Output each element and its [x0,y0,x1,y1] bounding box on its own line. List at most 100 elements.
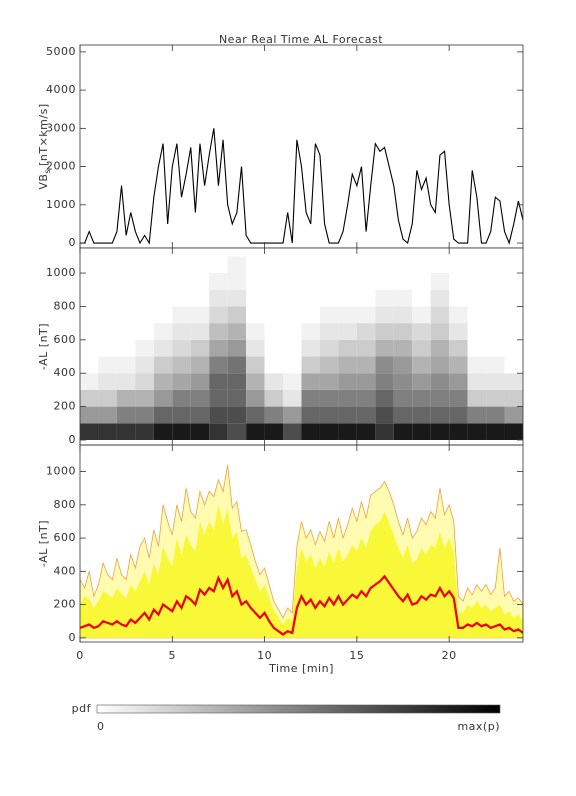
heat-cell [264,373,284,390]
y-tick-label: 800 [54,498,77,511]
y-tick-label: 200 [54,400,77,413]
colorbar-tick-label: 0 [97,720,105,733]
heat-cell [209,273,228,290]
heat-cell [246,423,265,440]
y-tick-label: 1000 [46,266,76,279]
heat-cell [375,323,394,340]
heat-cell [209,339,228,357]
heat-cell [227,356,247,374]
y-tick-label: 600 [54,333,77,346]
heat-cell [264,406,284,424]
heat-cell [80,373,99,390]
heat-cell [375,339,394,357]
heat-cell [227,406,247,424]
heat-cell [356,273,376,290]
heat-cell [412,273,431,290]
heat-cell [430,423,450,440]
heat-cell [301,356,320,374]
heat-cell [449,406,468,424]
heat-cell [135,356,154,374]
y-label-unit: [nT×km/s] [37,103,50,166]
heat-cell [486,306,505,324]
heat-cell [172,406,191,424]
heat-cell [430,356,450,374]
heat-cell [153,406,173,424]
x-tick-label: 20 [442,649,457,662]
heat-cell [338,339,357,357]
heat-cell [190,323,210,340]
heat-cell [467,356,487,374]
heat-cell [338,256,357,274]
heat-cell [135,273,154,290]
heat-cell [356,389,376,407]
heat-cell [227,289,247,307]
heat-cell [190,306,210,324]
heat-cell [301,323,320,340]
heat-cell [80,273,99,290]
chart-title: Near Real Time AL Forecast [219,33,383,46]
heat-cell [209,423,228,440]
median-line [80,574,523,636]
heat-cell [430,289,450,307]
heat-cell [375,306,394,324]
heat-cell [375,256,394,274]
heat-cell [172,423,191,440]
heat-cell [80,339,99,357]
heat-cell [246,373,265,390]
heat-cell [172,339,191,357]
x-axis-label: Time [min] [268,662,334,675]
heat-cell [135,323,154,340]
heat-cell [504,423,523,440]
heat-cell [504,373,523,390]
heat-cell [449,339,468,357]
x-tick-label: 0 [76,649,84,662]
heat-cell [338,389,357,407]
heat-cell [172,356,191,374]
heat-cell [338,423,357,440]
heat-cell [504,306,523,324]
heat-cell [393,306,413,324]
heat-cell [504,273,523,290]
heat-cell [172,248,191,257]
heat-cell [430,323,450,340]
heat-cell [135,289,154,307]
heat-cell [135,339,154,357]
heat-cell [449,256,468,274]
y-tick-label: 600 [54,531,77,544]
heat-cell [209,356,228,374]
heat-cell [393,248,413,257]
heat-cell [246,406,265,424]
heat-cell [227,256,247,274]
heat-cell [227,273,247,290]
heat-cell [504,323,523,340]
heat-cell [467,273,487,290]
heat-cell [504,339,523,357]
heat-cell [356,406,376,424]
heat-cell [153,323,173,340]
plot-area [80,248,523,440]
heat-cell [98,339,117,357]
heat-cell [356,306,376,324]
heat-cell [246,306,265,324]
heat-cell [467,323,487,340]
heat-cell [338,356,357,374]
heat-cell [338,273,357,290]
heat-cell [467,423,487,440]
heat-cell [504,389,523,407]
heat-cell [393,273,413,290]
heat-cell [135,248,154,257]
heat-cell [449,373,468,390]
heat-cell [190,256,210,274]
heat-cell [356,248,376,257]
heat-cell [153,423,173,440]
y-tick-label: 2000 [46,160,76,173]
heat-cell [98,289,117,307]
heat-cell [283,406,302,424]
heat-cell [319,289,339,307]
heat-cell [116,356,136,374]
heat-cell [283,248,302,257]
y-tick-label: 1000 [46,198,76,211]
heat-cell [246,256,265,274]
heat-cell [227,248,247,257]
